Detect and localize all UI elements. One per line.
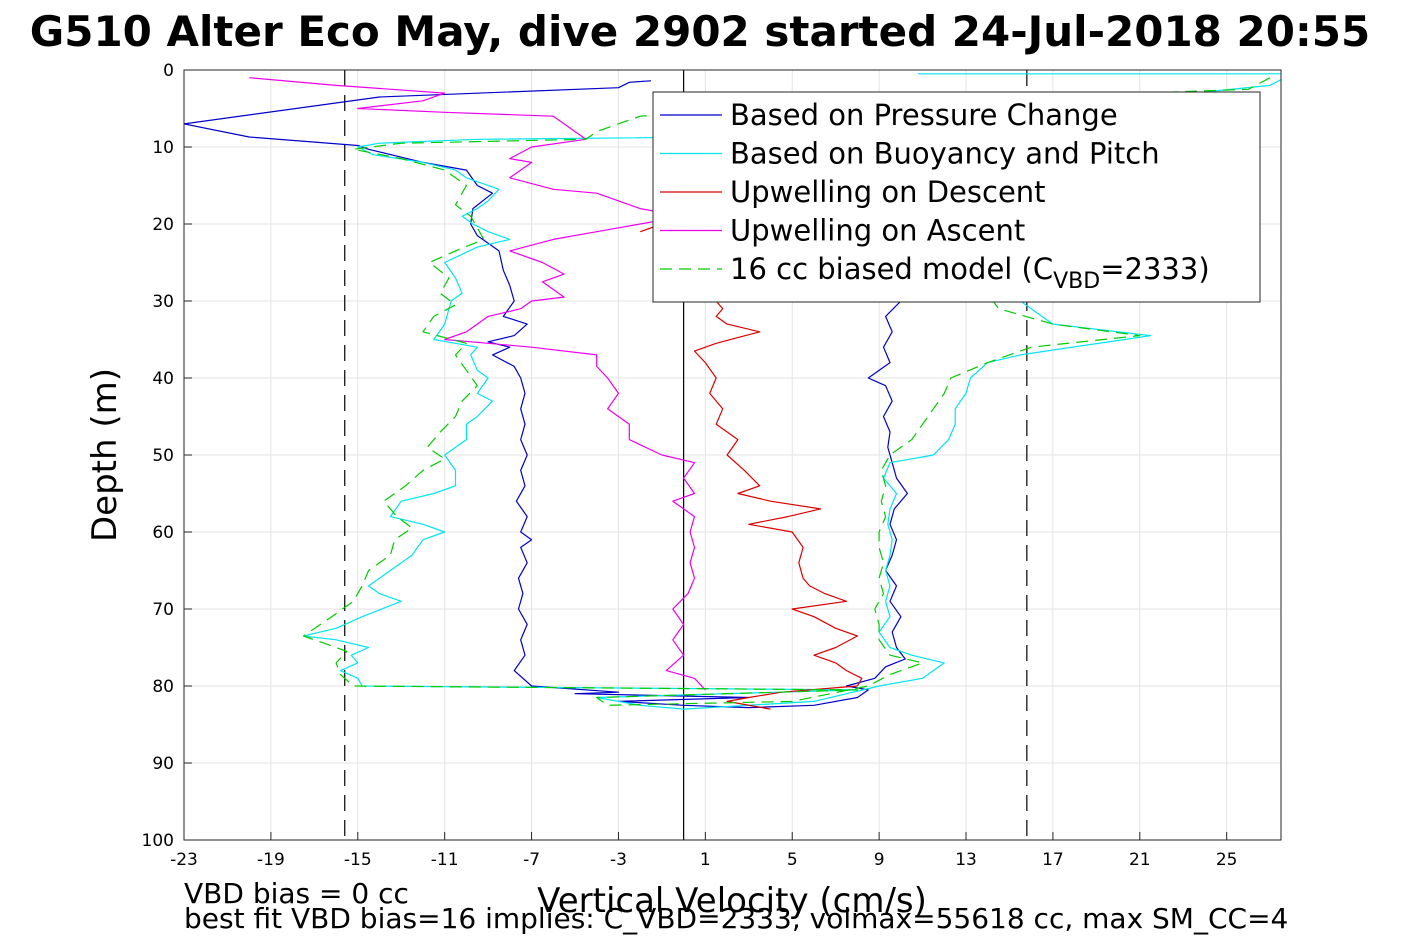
y-tick-label: 90 bbox=[152, 754, 174, 774]
x-tick-label: 13 bbox=[955, 850, 977, 870]
x-tick-label: -7 bbox=[523, 850, 540, 870]
x-tick-label: 17 bbox=[1042, 850, 1064, 870]
y-tick-label: 10 bbox=[152, 138, 174, 158]
y-tick-label: 20 bbox=[152, 215, 174, 235]
x-tick-label: 1 bbox=[700, 850, 711, 870]
series-line-3 bbox=[249, 77, 706, 691]
y-tick-label: 60 bbox=[152, 523, 174, 543]
series-group bbox=[184, 73, 1281, 710]
y-tick-label: 80 bbox=[152, 677, 174, 697]
annotation-best-fit: best fit VBD bias=16 implies: C_VBD=2333… bbox=[184, 902, 1288, 935]
x-tick-label: 5 bbox=[787, 850, 798, 870]
x-axis-ticks: -23 -19 -15 -11 -7 -3 1 5 9 13 17 21 25 bbox=[170, 832, 1238, 870]
y-tick-label: 50 bbox=[152, 446, 174, 466]
legend-label-4: 16 cc biased model (CVBD=2333) bbox=[730, 252, 1210, 294]
x-tick-label: 21 bbox=[1129, 850, 1151, 870]
y-tick-label: 30 bbox=[152, 292, 174, 312]
y-axis-label: Depth (m) bbox=[85, 368, 125, 542]
y-tick-label: 70 bbox=[152, 600, 174, 620]
annotation-vbd-bias: VBD bias = 0 cc bbox=[184, 877, 409, 910]
x-tick-label: -11 bbox=[431, 850, 459, 870]
chart-title: G510 Alter Eco May, dive 2902 started 24… bbox=[30, 7, 1370, 56]
legend-label-2: Upwelling on Descent bbox=[730, 175, 1046, 209]
y-axis-ticks: 0 10 20 30 40 50 60 70 80 90 100 bbox=[142, 61, 192, 851]
x-tick-label: 9 bbox=[874, 850, 885, 870]
x-tick-label: -15 bbox=[344, 850, 372, 870]
x-tick-label: -3 bbox=[610, 850, 627, 870]
legend: Based on Pressure Change Based on Buoyanc… bbox=[652, 91, 1261, 303]
y-tick-label: 40 bbox=[152, 369, 174, 389]
x-tick-label: -23 bbox=[170, 850, 198, 870]
legend-box bbox=[652, 91, 1261, 303]
x-tick-label: -19 bbox=[257, 850, 285, 870]
legend-label-0: Based on Pressure Change bbox=[730, 98, 1118, 132]
x-tick-label: 25 bbox=[1216, 850, 1238, 870]
series-line-0 bbox=[184, 80, 909, 709]
legend-label-1: Based on Buoyancy and Pitch bbox=[730, 137, 1160, 171]
y-tick-label: 0 bbox=[163, 61, 174, 81]
series-line-4 bbox=[302, 77, 1271, 706]
legend-label-3: Upwelling on Ascent bbox=[730, 214, 1025, 248]
y-tick-label: 100 bbox=[142, 831, 174, 851]
x-axis-label: Vertical Velocity (cm/s) bbox=[537, 881, 927, 921]
